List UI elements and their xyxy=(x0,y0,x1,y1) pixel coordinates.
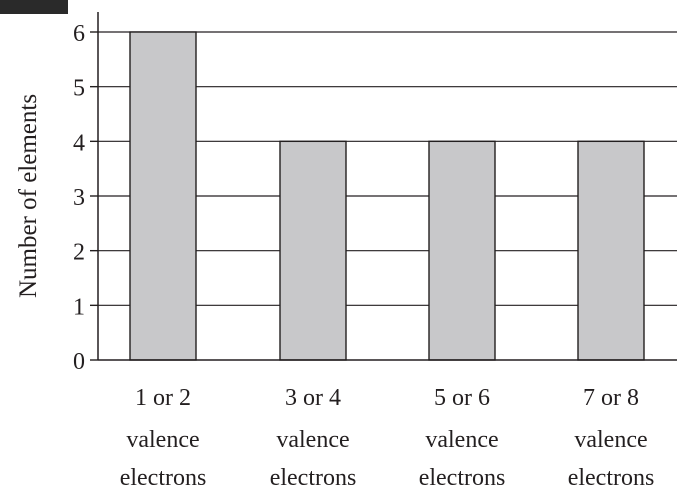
axes xyxy=(90,12,677,361)
y-tick-label: 6 xyxy=(73,21,85,47)
y-tick-labels: 0 1 2 3 4 5 6 xyxy=(73,21,85,375)
x-category-label: electrons xyxy=(120,465,207,491)
x-category-label: 1 or 2 xyxy=(135,385,191,411)
corner-tab xyxy=(0,0,68,14)
bar xyxy=(577,140,645,361)
x-category-label: electrons xyxy=(419,465,506,491)
y-tick-label: 5 xyxy=(73,76,85,102)
x-category-label: 3 or 4 xyxy=(285,385,341,411)
x-category-label: valence xyxy=(276,427,349,453)
y-tick-label: 2 xyxy=(73,240,85,266)
x-category-label: valence xyxy=(425,427,498,453)
bar xyxy=(428,140,496,361)
x-category-label: electrons xyxy=(568,465,655,491)
y-axis-label: Number of elements xyxy=(15,94,42,298)
bar xyxy=(129,31,197,361)
x-category-label: 5 or 6 xyxy=(434,385,490,411)
x-category-label: 7 or 8 xyxy=(583,385,639,411)
y-tick-label: 3 xyxy=(73,185,85,211)
y-tick-label: 0 xyxy=(73,349,85,375)
x-category-label: electrons xyxy=(270,465,357,491)
bar xyxy=(279,140,347,361)
bars xyxy=(129,31,645,361)
x-category-label: valence xyxy=(126,427,199,453)
y-tick-label: 4 xyxy=(73,130,85,156)
y-tick-label: 1 xyxy=(73,294,85,320)
x-category-labels: 1 or 2 valence electrons 3 or 4 valence elect… xyxy=(120,385,655,491)
x-category-label: valence xyxy=(574,427,647,453)
